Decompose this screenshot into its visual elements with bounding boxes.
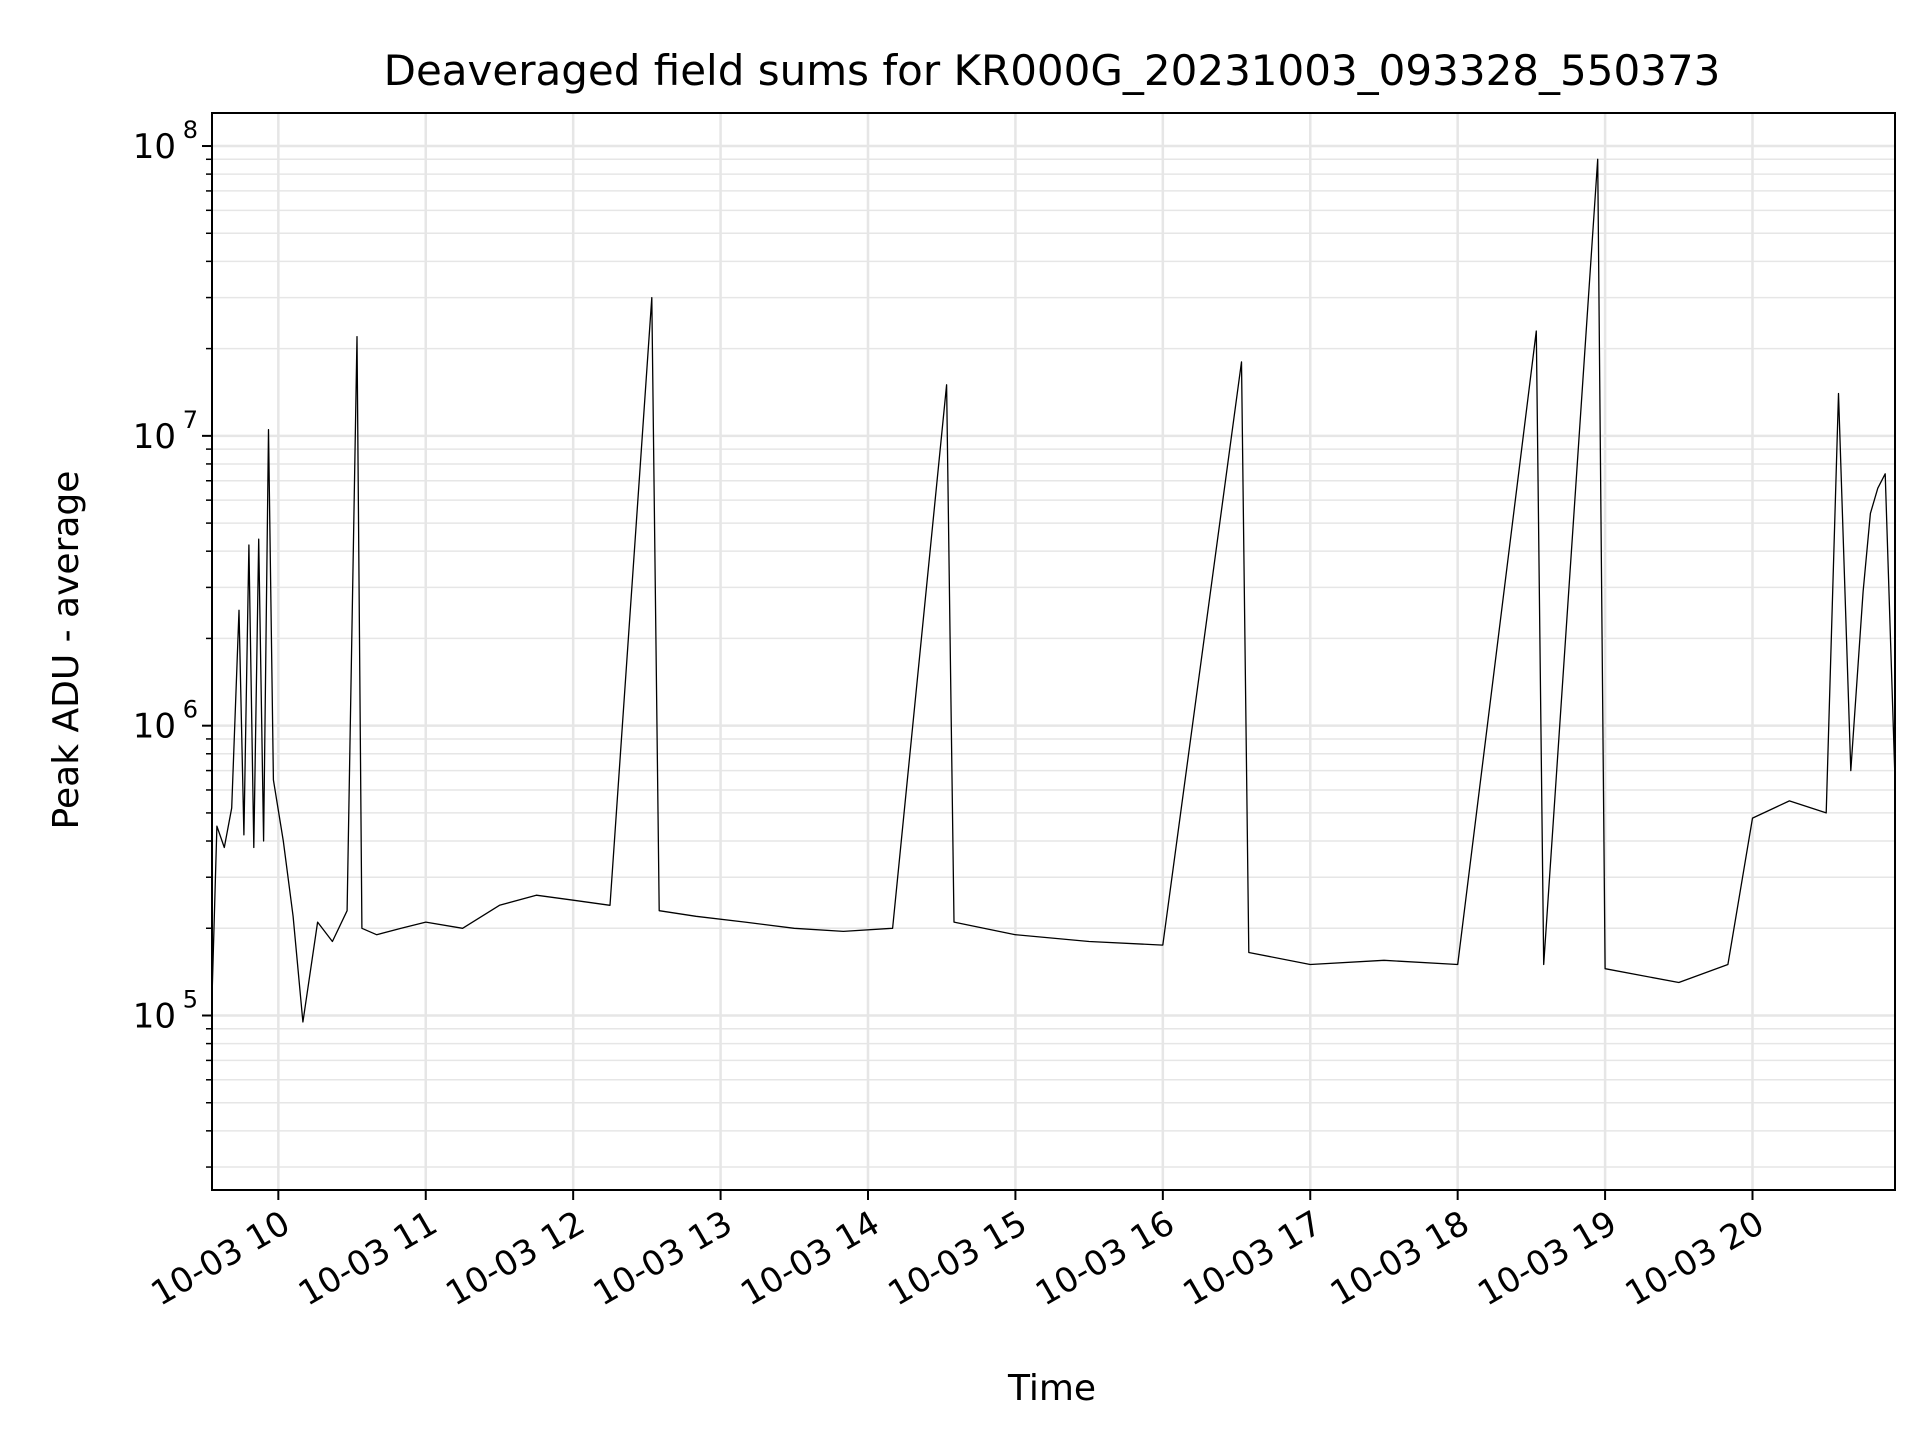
x-tick-label: 10-03 15 — [882, 1203, 1034, 1314]
y-tick-label: 10 — [133, 417, 176, 457]
y-tick-label: 10 — [133, 707, 176, 747]
x-tick-label: 10-03 14 — [734, 1203, 886, 1314]
y-axis-label: Peak ADU - average — [46, 471, 87, 830]
y-tick-label: 10 — [133, 127, 176, 167]
x-tick-label: 10-03 10 — [144, 1203, 296, 1314]
x-tick-label: 10-03 18 — [1324, 1203, 1476, 1314]
x-tick-label: 10-03 20 — [1619, 1203, 1771, 1314]
x-tick-label: 10-03 13 — [587, 1203, 739, 1314]
x-tick-label: 10-03 17 — [1176, 1203, 1328, 1314]
y-tick-exponent: 8 — [183, 116, 198, 144]
grid-major — [212, 113, 1895, 1190]
x-tick-label: 10-03 16 — [1029, 1203, 1181, 1314]
x-tick-label: 10-03 11 — [292, 1203, 444, 1314]
series-line — [211, 158, 1896, 1023]
y-tick-exponent: 7 — [183, 406, 198, 434]
x-tick-label: 10-03 19 — [1471, 1203, 1623, 1314]
chart-title: Deaveraged field sums for KR000G_2023100… — [384, 46, 1721, 95]
plot-frame — [211, 112, 1896, 1191]
y-tick-exponent: 5 — [183, 986, 198, 1014]
y-tick-exponent: 6 — [183, 696, 198, 724]
grid-minor — [212, 158, 1895, 1168]
y-tick-label: 10 — [133, 997, 176, 1037]
x-tick-label: 10-03 12 — [439, 1203, 591, 1314]
x-axis-label: Time — [1007, 1368, 1096, 1409]
